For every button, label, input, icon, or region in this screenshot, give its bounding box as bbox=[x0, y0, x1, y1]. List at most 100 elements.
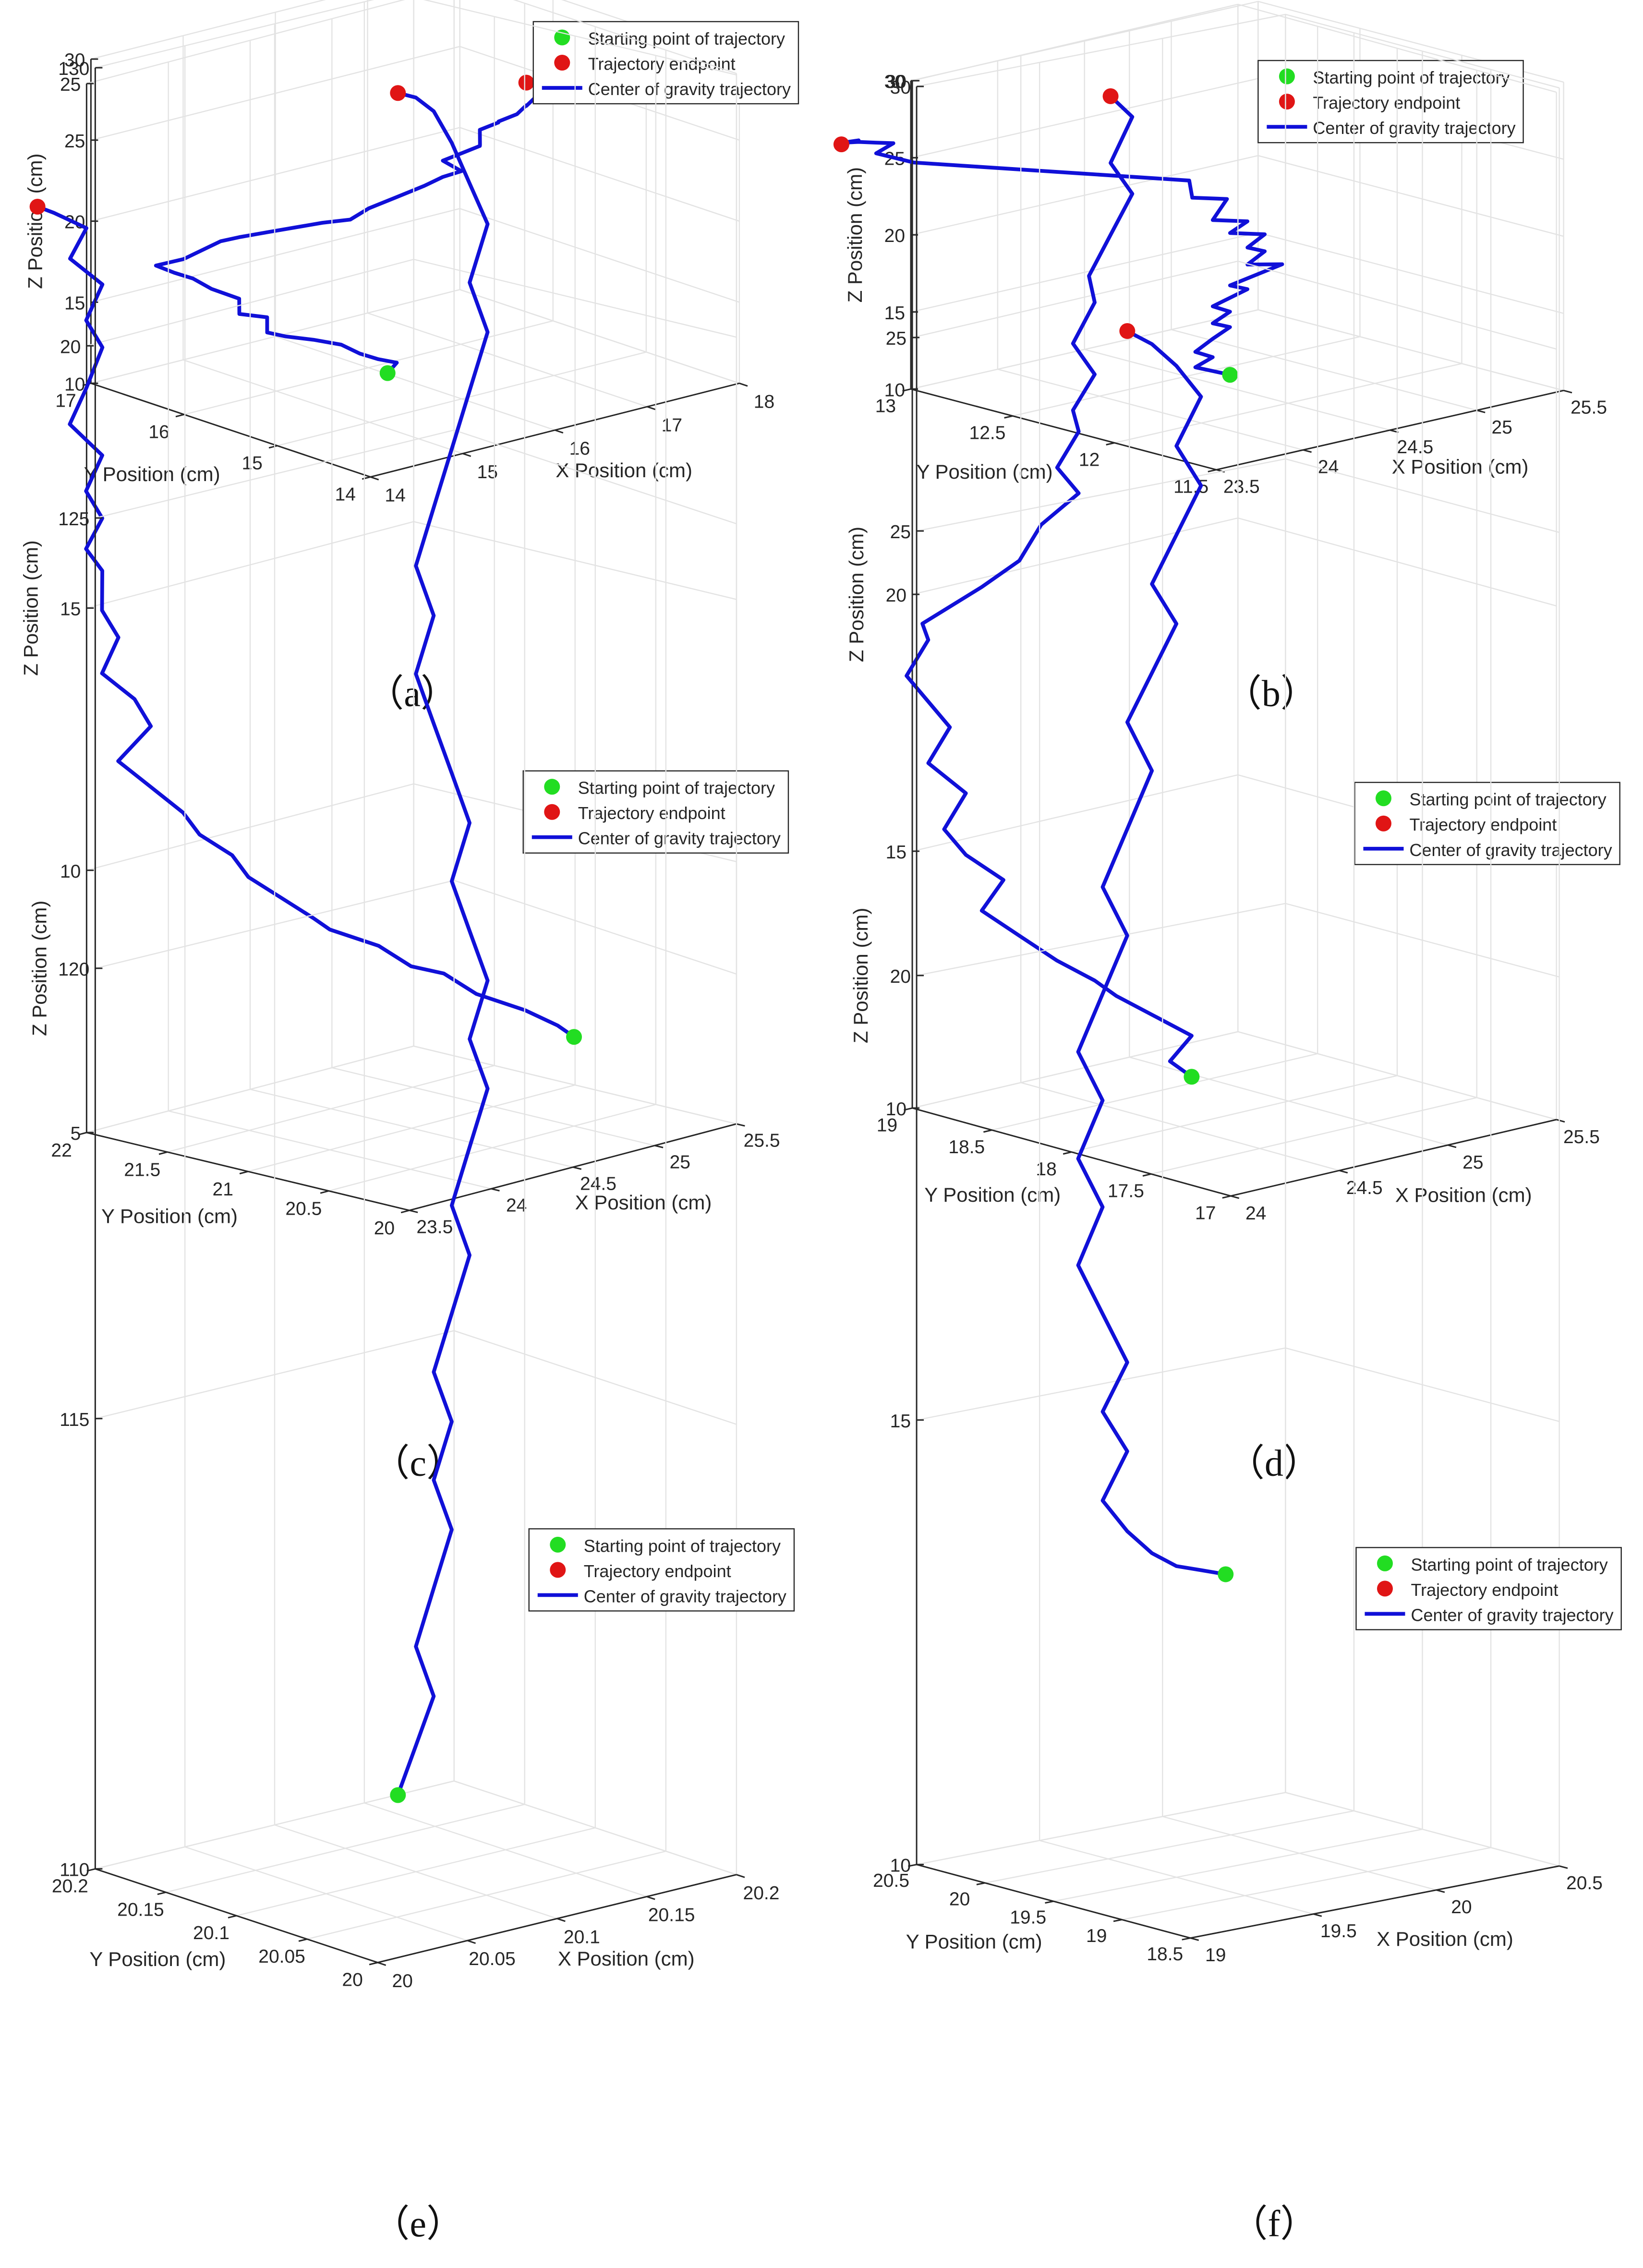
y-tick bbox=[908, 1864, 917, 1867]
x-tick bbox=[1190, 1937, 1199, 1941]
x-tick bbox=[647, 406, 656, 410]
panel-caption: （f） bbox=[1230, 2203, 1317, 2244]
trajectory-line bbox=[154, 81, 538, 375]
legend-end-marker bbox=[550, 1562, 566, 1578]
x-tick bbox=[1313, 1913, 1322, 1917]
grid-line bbox=[95, 1330, 737, 1425]
x-tick-label: 23.5 bbox=[416, 1217, 453, 1237]
grid-line bbox=[307, 1850, 666, 1940]
grid-line bbox=[910, 155, 1564, 237]
x-tick-label: 20.1 bbox=[564, 1927, 600, 1947]
legend-end-marker bbox=[1377, 1580, 1393, 1597]
trajectory-end-point bbox=[518, 74, 534, 91]
legend-end-label: Trajectory endpoint bbox=[578, 803, 725, 823]
trajectory-start-point bbox=[566, 1029, 582, 1045]
z-tick-label: 110 bbox=[60, 1860, 89, 1881]
grid-line bbox=[166, 1804, 525, 1893]
y-tick bbox=[1222, 1195, 1231, 1199]
grid-line bbox=[236, 1827, 596, 1917]
panel-caption: （d） bbox=[1227, 1442, 1321, 1484]
grid-line bbox=[184, 320, 554, 415]
y-tick-label: 20 bbox=[374, 1218, 395, 1239]
x-tick-label: 20 bbox=[1451, 1897, 1472, 1918]
y-tick-label: 14 bbox=[335, 484, 356, 505]
y-tick-label: 20.05 bbox=[258, 1946, 305, 1967]
legend-start-label: Starting point of trajectory bbox=[588, 29, 785, 48]
grid-line bbox=[95, 429, 737, 525]
z-tick-label: 10 bbox=[884, 380, 905, 400]
x-tick-label: 18 bbox=[754, 392, 774, 412]
legend-end-label: Trajectory endpoint bbox=[584, 1561, 731, 1581]
y-tick bbox=[1106, 442, 1115, 446]
legend-start-marker bbox=[550, 1536, 566, 1553]
y-axis-label: Y Position (cm) bbox=[89, 1948, 226, 1970]
y-tick bbox=[157, 1891, 166, 1895]
grid-line bbox=[183, 359, 463, 454]
grid-line bbox=[916, 1347, 1559, 1422]
axes bbox=[908, 85, 1568, 1941]
x-tick-label: 19 bbox=[1205, 1945, 1226, 1966]
grid-line bbox=[86, 1045, 737, 1134]
trajectory-end-point bbox=[1119, 323, 1136, 339]
legend-box bbox=[528, 1528, 795, 1612]
y-tick bbox=[86, 1868, 96, 1872]
z-tick-label: 15 bbox=[886, 842, 906, 863]
z-tick-label: 125 bbox=[58, 509, 89, 530]
y-tick bbox=[904, 1107, 913, 1111]
grid-line bbox=[95, 880, 737, 975]
trajectory-start-point bbox=[390, 1787, 406, 1803]
x-axis-label: X Position (cm) bbox=[1392, 456, 1529, 478]
z-tick-label: 20 bbox=[890, 966, 911, 987]
y-axis-line bbox=[910, 388, 1217, 470]
panel-caption: （a） bbox=[366, 673, 458, 714]
trajectory-end-point bbox=[1102, 88, 1119, 104]
z-tick-label: 15 bbox=[60, 599, 81, 620]
x-axis-label: X Position (cm) bbox=[1377, 1928, 1513, 1950]
y-tick bbox=[239, 1170, 248, 1175]
legend-end-label: Trajectory endpoint bbox=[1411, 1580, 1558, 1600]
trajectory-panel-f: 1919.52020.518.51919.52020.51015202530X … bbox=[849, 13, 1622, 2244]
x-tick bbox=[1339, 1170, 1348, 1174]
y-tick-label: 19 bbox=[1086, 1926, 1107, 1946]
y-tick-label: 20 bbox=[949, 1889, 970, 1909]
x-axis-line bbox=[409, 1123, 737, 1211]
z-tick-label: 25 bbox=[886, 328, 906, 349]
x-tick-label: 24.5 bbox=[580, 1173, 616, 1194]
legend-start-marker bbox=[544, 779, 560, 795]
legend-line-label: Center of gravity trajectory bbox=[1410, 840, 1612, 860]
y-tick bbox=[175, 413, 184, 418]
z-axis-label: Z Position (cm) bbox=[24, 154, 46, 289]
grid-line bbox=[1122, 1847, 1491, 1920]
y-axis-label: Y Position (cm) bbox=[101, 1205, 238, 1227]
legend-start-marker bbox=[1375, 790, 1392, 807]
y-tick-label: 21.5 bbox=[124, 1159, 160, 1180]
z-tick-label: 30 bbox=[64, 50, 85, 71]
y-tick-label: 13 bbox=[875, 396, 896, 416]
grid-line bbox=[912, 1031, 1557, 1121]
x-tick bbox=[646, 1895, 655, 1900]
legend-end-marker bbox=[1279, 94, 1295, 110]
panel-caption: （b） bbox=[1224, 673, 1318, 714]
x-tick bbox=[1556, 1119, 1565, 1123]
y-axis-label: Y Position (cm) bbox=[924, 1183, 1061, 1206]
trajectory-line bbox=[905, 94, 1194, 1079]
z-tick-label: 25 bbox=[64, 131, 85, 152]
axes bbox=[86, 67, 745, 1966]
x-tick bbox=[555, 429, 564, 434]
y-tick-label: 20.1 bbox=[193, 1923, 230, 1943]
trajectory-end-point bbox=[833, 136, 849, 153]
y-tick-label: 19.5 bbox=[1010, 1907, 1046, 1928]
trajectory-line bbox=[396, 91, 490, 1797]
x-tick bbox=[1436, 1889, 1445, 1893]
grid-line bbox=[916, 903, 1559, 978]
y-tick bbox=[1182, 1937, 1191, 1941]
y-tick-label: 20 bbox=[342, 1970, 362, 1991]
z-tick-label: 130 bbox=[58, 59, 89, 79]
y-tick-label: 20.5 bbox=[285, 1198, 322, 1219]
y-tick-label: 22 bbox=[51, 1140, 72, 1161]
x-axis-label: X Position (cm) bbox=[575, 1191, 712, 1214]
trajectory-start-point bbox=[1222, 367, 1238, 383]
